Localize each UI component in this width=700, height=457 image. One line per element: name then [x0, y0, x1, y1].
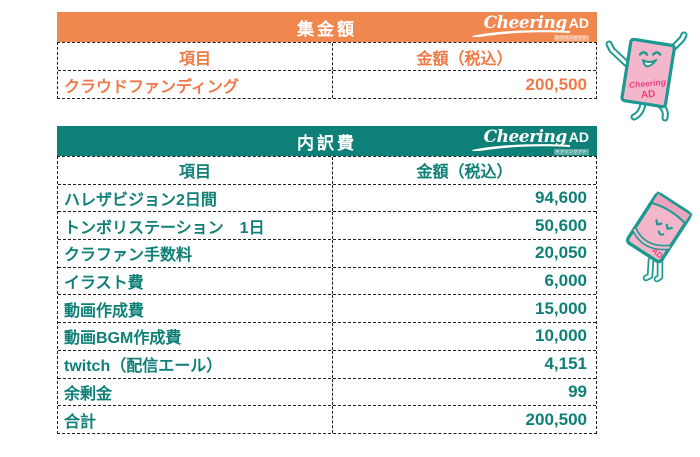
- row-item: 余剰金: [58, 378, 333, 406]
- cheering-ad-logo: Cheering AD チアリングアド: [469, 13, 589, 41]
- mascot-eye-left: [638, 51, 649, 56]
- row-item: 動画BGM作成費: [58, 323, 333, 350]
- table-row: 合計 200,500: [58, 406, 596, 433]
- row-item: クラファン手数料: [58, 240, 333, 267]
- mascot-eye-right: [651, 51, 662, 56]
- collection-table-header-band: 集金額 Cheering AD チアリングアド: [57, 12, 597, 42]
- table-row: クラウドファンディング 200,500: [58, 71, 596, 98]
- row-amount: 6,000: [544, 271, 587, 291]
- column-header-item: 項目: [58, 157, 333, 184]
- mascot-bowing-flyer: AD: [625, 191, 693, 283]
- breakdown-table: 内訳費 Cheering AD チアリングアド 項目 金額（税込） ハレザビジョン…: [57, 126, 597, 434]
- collection-table: 集金額 Cheering AD チアリングアド 項目 金額（税込） クラウドファン…: [57, 12, 597, 99]
- row-item: イラスト費: [58, 267, 333, 295]
- mascot-eye-left: [655, 219, 663, 226]
- table-row: イラスト費 6,000: [58, 267, 596, 296]
- cheering-ad-logo: Cheering AD チアリングアド: [469, 127, 589, 155]
- row-item: 動画作成費: [58, 295, 333, 323]
- table-row: 動画BGM作成費 10,000: [58, 323, 596, 351]
- breakdown-table-title: 内訳費: [297, 133, 357, 153]
- mascot-jumping-flyer: Cheering AD: [605, 31, 688, 122]
- row-amount: 200,500: [525, 74, 587, 94]
- row-amount: 94,600: [534, 188, 587, 208]
- row-item: ハレザビジョン2日間: [58, 184, 333, 212]
- row-item: トンボリステーション 1日: [58, 212, 333, 240]
- row-amount: 10,000: [534, 326, 587, 346]
- table-row: ハレザビジョン2日間 94,600: [58, 184, 596, 213]
- row-amount: 99: [568, 381, 587, 401]
- logo-katakana-badge: チアリングアド: [553, 35, 589, 41]
- breakdown-table-grid: 項目 金額（税込） ハレザビジョン2日間 94,600 トンボリステーション 1…: [57, 156, 597, 434]
- breakdown-column-header-row: 項目 金額（税込）: [58, 157, 596, 185]
- table-row: 余剰金 99: [58, 378, 596, 407]
- column-header-amount: 金額（税込）: [416, 50, 513, 68]
- table-row: トンボリステーション 1日 50,600: [58, 212, 596, 241]
- row-amount: 50,600: [534, 215, 587, 235]
- logo-underline-swoosh: [472, 144, 570, 151]
- logo-ad-text: AD: [568, 129, 589, 145]
- table-row: クラファン手数料 20,050: [58, 240, 596, 268]
- breakdown-table-header-band: 内訳費 Cheering AD チアリングアド: [57, 126, 597, 156]
- logo-underline-swoosh: [472, 30, 570, 37]
- logo-script-text: Cheering: [483, 127, 568, 147]
- mascot-mouth: [642, 59, 658, 68]
- row-item: twitch（配信エール）: [58, 350, 333, 378]
- logo-script-text: Cheering: [483, 13, 568, 33]
- logo-katakana-badge: チアリングアド: [553, 149, 589, 155]
- row-amount: 15,000: [534, 298, 587, 318]
- mascot-mouth: [657, 230, 665, 236]
- row-item: 合計: [58, 406, 333, 433]
- row-item: クラウドファンディング: [58, 71, 333, 98]
- mascot-fold-flap: [649, 191, 693, 226]
- mascot-label-line2: AD: [641, 89, 656, 101]
- collection-table-title: 集金額: [297, 19, 357, 39]
- column-header-item: 項目: [58, 43, 333, 70]
- mascot-label-line1: Cheering: [629, 77, 667, 90]
- row-amount: 4,151: [544, 354, 587, 374]
- mascot-legs: [642, 256, 664, 283]
- mascot-eye-right: [665, 223, 673, 230]
- column-header-amount: 金額（税込）: [416, 164, 513, 182]
- logo-ad-text: AD: [568, 15, 589, 31]
- row-amount: 200,500: [525, 409, 587, 429]
- collection-column-header-row: 項目 金額（税込）: [58, 43, 596, 71]
- mascot-body: [620, 37, 676, 109]
- collection-table-grid: 項目 金額（税込） クラウドファンディング 200,500: [57, 42, 597, 99]
- row-amount: 20,050: [534, 243, 587, 263]
- table-row: twitch（配信エール） 4,151: [58, 350, 596, 379]
- table-row: 動画作成費 15,000: [58, 295, 596, 324]
